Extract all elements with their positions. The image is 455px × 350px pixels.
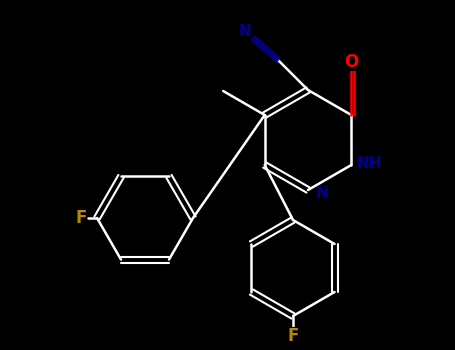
- Text: F: F: [76, 209, 87, 227]
- Text: NH: NH: [357, 155, 382, 170]
- Text: N: N: [238, 23, 251, 38]
- Text: F: F: [287, 327, 298, 345]
- Text: O: O: [344, 53, 359, 71]
- Text: N: N: [316, 187, 329, 202]
